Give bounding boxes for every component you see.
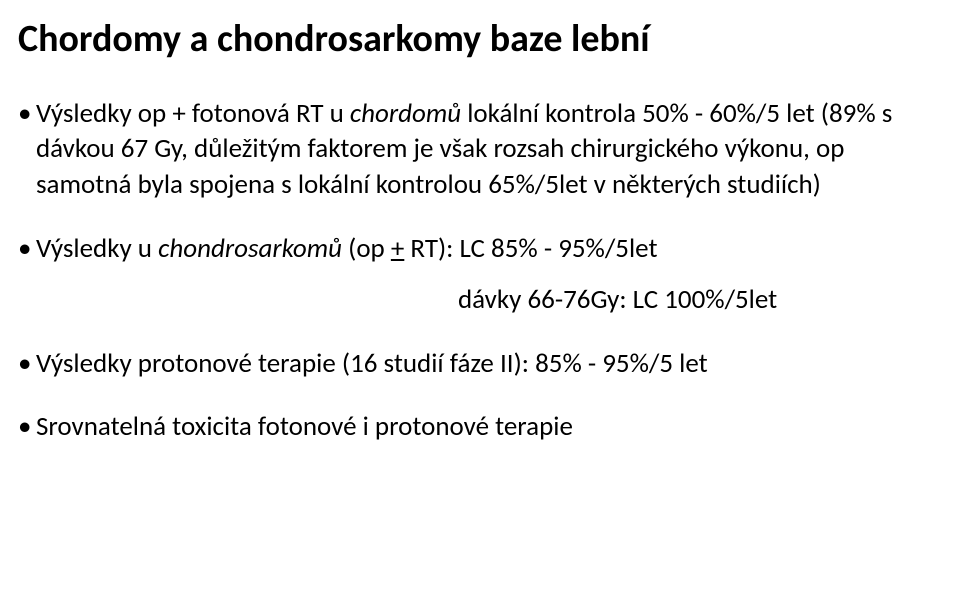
bullet-list-2: Výsledky protonové terapie (16 studií fá… xyxy=(18,346,932,445)
bullet-list: Výsledky op + fotonová RT u chordomů lok… xyxy=(18,96,932,267)
bullet-item-2: Výsledky u chondrosarkomů (op + RT): LC … xyxy=(18,231,932,267)
b1-italic: chordomů xyxy=(350,97,461,130)
b2-suffix: RT): LC 85% - 95%/5let xyxy=(404,232,657,265)
slide-title: Chordomy a chondrosarkomy baze lební xyxy=(18,18,932,62)
bullet-item-3: Výsledky protonové terapie (16 studií fá… xyxy=(18,346,932,382)
slide: Chordomy a chondrosarkomy baze lební Výs… xyxy=(0,0,960,593)
b2-prefix: Výsledky u xyxy=(36,232,158,265)
b4-text: Srovnatelná toxicita fotonové i protonov… xyxy=(36,410,573,443)
b3-text: Výsledky protonové terapie (16 studií fá… xyxy=(36,347,708,380)
bullet-item-1: Výsledky op + fotonová RT u chordomů lok… xyxy=(18,96,932,203)
b2-underline: + xyxy=(391,232,404,265)
b2-italic: chondrosarkomů xyxy=(158,232,342,265)
bullet-item-4: Srovnatelná toxicita fotonové i protonov… xyxy=(18,409,932,445)
b2-mid: (op xyxy=(342,232,391,265)
bullet-2-continuation: dávky 66-76Gy: LC 100%/5let xyxy=(18,282,932,318)
b1-prefix: Výsledky op + fotonová RT u xyxy=(36,97,350,130)
